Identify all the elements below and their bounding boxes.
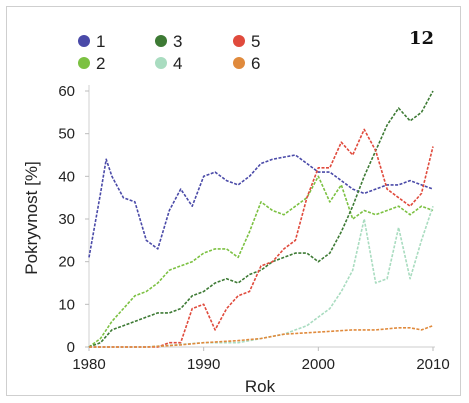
legend-label-6: 6 <box>251 54 260 73</box>
legend-marker-6 <box>233 57 245 69</box>
y-tick-label: 30 <box>58 211 75 228</box>
legend-label-4: 4 <box>173 54 182 73</box>
legend: 1 3 5 2 4 6 <box>78 32 260 73</box>
legend-label-2: 2 <box>96 54 105 73</box>
x-tick-label: 1990 <box>187 356 220 373</box>
y-tick-label: 20 <box>58 254 75 271</box>
y-axis-title: Pokryvnost [%] <box>22 161 41 274</box>
series-layer <box>88 90 434 348</box>
y-tick-label: 10 <box>58 296 75 313</box>
y-tick-label: 40 <box>58 168 75 185</box>
series-line-4 <box>89 205 434 348</box>
series-line-5 <box>89 128 434 348</box>
y-tick-label: 50 <box>58 126 75 143</box>
legend-label-1: 1 <box>96 32 105 51</box>
series-line-6 <box>89 324 434 348</box>
panel-label: 12 <box>409 28 434 49</box>
x-tick-label: 2000 <box>302 356 335 373</box>
legend-marker-3 <box>155 35 167 47</box>
axes-layer: 0 10 20 30 40 50 60 1980 1990 2000 2010 <box>58 83 449 373</box>
series-line-1 <box>88 154 434 258</box>
legend-label-3: 3 <box>173 32 182 51</box>
legend-marker-1 <box>78 35 90 47</box>
y-tick-label: 0 <box>67 339 75 356</box>
x-axis-title: Rok <box>245 377 276 396</box>
legend-marker-2 <box>78 57 90 69</box>
y-tick-label: 60 <box>58 83 75 100</box>
legend-marker-5 <box>233 35 245 47</box>
x-tick-label: 2010 <box>416 356 449 373</box>
x-tick-label: 1980 <box>72 356 105 373</box>
legend-marker-4 <box>155 57 167 69</box>
series-line-2 <box>88 175 434 348</box>
legend-label-5: 5 <box>251 32 260 51</box>
figure-frame <box>6 6 461 396</box>
